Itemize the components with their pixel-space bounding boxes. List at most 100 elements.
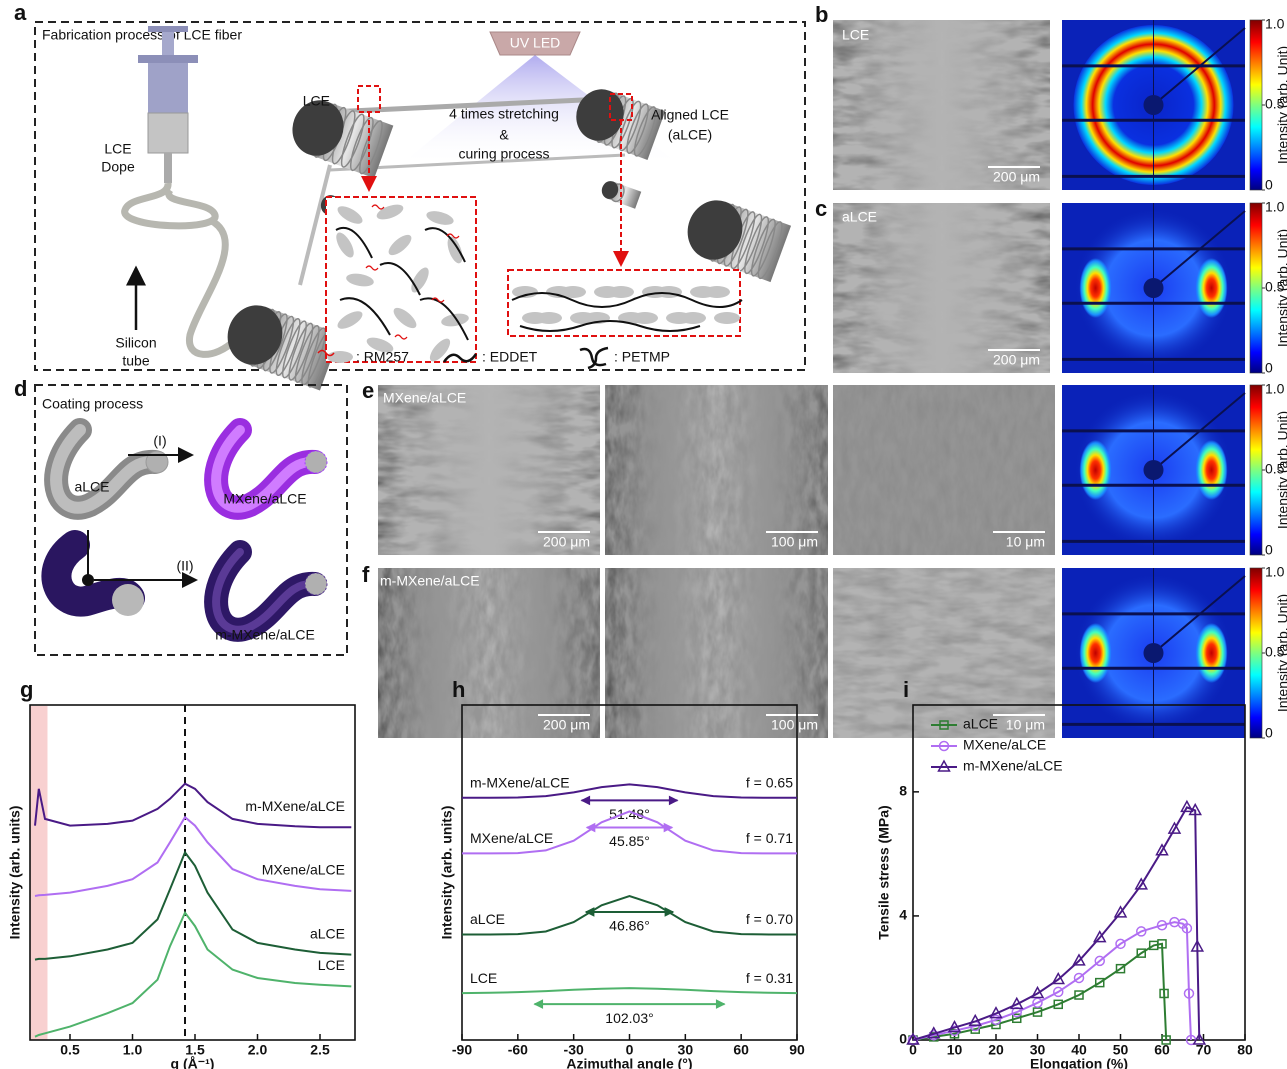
waxs-lobe <box>1196 623 1228 683</box>
sample-label: LCE <box>842 27 869 43</box>
colorbar-tick-label: 0 <box>1265 177 1273 193</box>
colorbar-label: Intensity (arb. Unit) <box>1275 411 1287 529</box>
dope-label: LCE <box>104 141 131 157</box>
legend-label: : EDDET <box>482 349 538 365</box>
panel-letter: h <box>452 677 465 702</box>
process-label: curing process <box>458 146 549 162</box>
y-tick-label: 8 <box>899 783 907 799</box>
sem-texture <box>378 385 600 555</box>
fwhm-label: 46.86° <box>609 918 650 934</box>
fiber-label: aLCE <box>74 479 109 495</box>
panel-letter: a <box>14 0 27 25</box>
fiber-label: m-MXene/aLCE <box>215 627 315 643</box>
x-tick-label: 10 <box>947 1042 963 1058</box>
fwhm-label: 102.03° <box>605 1010 653 1026</box>
beamstop <box>1144 278 1164 298</box>
mesogen <box>608 286 634 298</box>
waxs-lobe <box>1196 258 1228 318</box>
x-tick-label: 60 <box>733 1042 749 1058</box>
scale-label: 200 μm <box>993 352 1040 368</box>
mesogen <box>680 312 706 324</box>
sem-texture <box>833 385 1055 555</box>
process-label: & <box>499 127 509 143</box>
process-label: 4 times stretching <box>449 106 559 122</box>
panel-title: Coating process <box>42 396 143 412</box>
colorbar-tick-label: 0 <box>1265 725 1273 741</box>
legend-label: m-MXene/aLCE <box>963 758 1063 774</box>
series-label: MXene/aLCE <box>470 830 553 846</box>
y-tick-label: 4 <box>899 907 907 923</box>
colorbar-tick-label: 1.0 <box>1265 564 1285 580</box>
step-label: (I) <box>153 433 166 449</box>
panel-letter: i <box>903 677 909 702</box>
colorbar-tick-label: 1.0 <box>1265 16 1285 32</box>
colorbar-label: Intensity (arb. Unit) <box>1275 594 1287 712</box>
x-tick-label: 80 <box>1237 1042 1253 1058</box>
series-label: LCE <box>470 970 497 986</box>
colorbar-label: Intensity (arb. Unit) <box>1275 46 1287 164</box>
mesogen <box>536 312 562 324</box>
scale-label: 200 μm <box>543 534 590 550</box>
panel-letter: e <box>362 378 374 403</box>
f-label: f = 0.70 <box>746 911 793 927</box>
x-axis-label: q (Å⁻¹) <box>171 1056 215 1069</box>
f-label: f = 0.65 <box>746 774 793 790</box>
highlight-band <box>30 706 48 1040</box>
colorbar <box>1250 20 1262 190</box>
sem-texture <box>605 568 828 738</box>
sample-label: aLCE <box>842 209 877 225</box>
mesogen <box>632 312 658 324</box>
lce-label: LCE <box>303 93 330 109</box>
waxs-lobe <box>1080 440 1112 500</box>
x-axis-label: Azimuthal angle (°) <box>566 1056 692 1069</box>
beamstop <box>1144 643 1164 663</box>
sem-texture <box>833 568 1055 738</box>
series-label: m-MXene/aLCE <box>245 798 345 814</box>
colorbar-tick-label: 1.0 <box>1265 381 1285 397</box>
colorbar-label: Intensity (arb. Unit) <box>1275 229 1287 347</box>
colorbar-tick-label: 1.0 <box>1265 199 1285 215</box>
figure: a Fabrication process of LCE fiber UV LE… <box>0 0 1287 1069</box>
mesogen <box>704 286 730 298</box>
panel-letter: c <box>815 196 827 221</box>
x-tick-label: -60 <box>508 1042 528 1058</box>
mesogen <box>714 312 740 324</box>
mesogen <box>656 286 682 298</box>
syringe-dope <box>148 113 188 153</box>
waxs-lobe <box>1080 623 1112 683</box>
scale-label: 100 μm <box>771 717 818 733</box>
series-label: aLCE <box>310 925 345 941</box>
x-tick-label: 0.5 <box>60 1042 80 1058</box>
x-tick-label: 2.0 <box>248 1042 268 1058</box>
syringe-needle <box>164 153 172 183</box>
sample-label: m-MXene/aLCE <box>380 573 480 589</box>
rm257-icon <box>327 351 353 363</box>
sem-texture <box>833 203 1050 373</box>
fwhm-label: 51.48° <box>609 806 650 822</box>
f-label: f = 0.71 <box>746 830 793 846</box>
legend-label: MXene/aLCE <box>963 737 1046 753</box>
connector-dot <box>82 574 94 586</box>
waxs-lobe <box>1080 258 1112 318</box>
series-label: MXene/aLCE <box>262 862 345 878</box>
beamstop <box>1144 460 1164 480</box>
fiber-label: MXene/aLCE <box>223 491 306 507</box>
y-axis-label: Tensile stress (MPa) <box>876 805 892 939</box>
tube-label: Silicon <box>115 335 156 351</box>
x-axis-label: Elongation (%) <box>1030 1056 1128 1069</box>
panel-letter: b <box>815 2 828 27</box>
sem-texture <box>378 568 600 738</box>
syringe-cap <box>148 26 188 32</box>
tube-label: tube <box>122 353 149 369</box>
syringe-flange <box>138 55 198 63</box>
fiber-end <box>305 573 327 595</box>
colorbar-tick-label: 0 <box>1265 360 1273 376</box>
sem-texture <box>605 385 828 555</box>
y-axis-label: Intensity (arb. units) <box>439 806 455 940</box>
sample-label: MXene/aLCE <box>383 390 466 406</box>
x-tick-label: 20 <box>988 1042 1004 1058</box>
aligned-label: Aligned LCE <box>651 107 729 123</box>
y-tick-label: 0 <box>899 1031 907 1047</box>
panel-letter: g <box>20 677 33 702</box>
fiber-end <box>305 451 327 473</box>
